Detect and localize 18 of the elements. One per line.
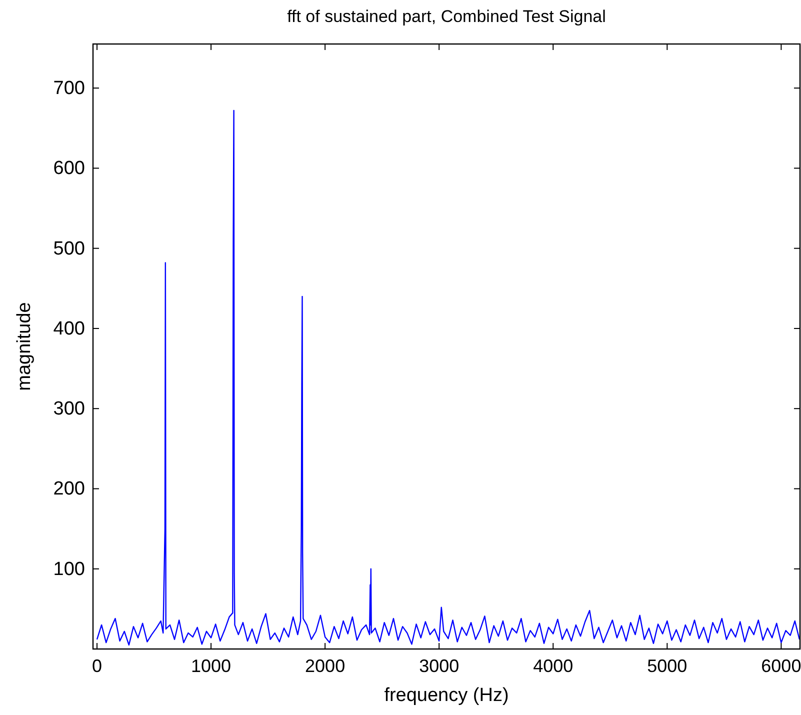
x-axis-title: frequency (Hz) [384,685,509,706]
line-series [96,110,800,646]
y-tick-label: 400 [53,318,85,340]
x-tick-label: 0 [92,656,102,676]
y-tick-label: 100 [53,558,85,580]
chart-title: fft of sustained part, Combined Test Signal [287,7,606,26]
y-tick-label: 700 [53,78,85,100]
y-axis-title: magnitude [14,302,35,391]
y-tick-label: 500 [53,238,85,260]
x-tick-label: 5000 [647,656,688,676]
x-tick-label: 4000 [533,656,574,676]
x-tick-label: 2000 [305,656,346,676]
x-tick-label: 3000 [419,656,460,676]
x-tick-label: 1000 [191,656,232,676]
y-tick-label: 200 [53,478,85,500]
y-tick-label: 300 [53,398,85,420]
y-tick-label: 600 [53,158,85,180]
x-tick-label: 6000 [761,656,801,676]
